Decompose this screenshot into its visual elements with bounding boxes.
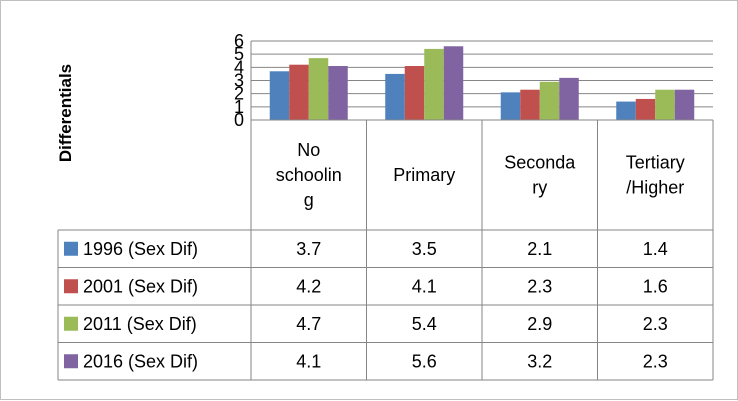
bar (616, 101, 636, 120)
y-axis-label: Differentials (56, 64, 75, 162)
data-label: 1.4 (643, 239, 668, 259)
category-label: /Higher (626, 178, 684, 198)
bar (539, 81, 560, 120)
data-label: 5.4 (412, 314, 437, 334)
data-label: 2.3 (643, 314, 668, 334)
y-tick-label: 3 (234, 71, 244, 91)
y-tick-label: 5 (234, 44, 244, 64)
data-label: 2.3 (527, 276, 552, 296)
bar (655, 89, 675, 120)
legend-key (64, 316, 78, 331)
category-label: Primary (393, 165, 455, 185)
data-label: 2.3 (643, 351, 668, 371)
bar (328, 66, 348, 120)
y-tick-label: 1 (234, 97, 244, 117)
y-tick-label: 4 (234, 57, 244, 77)
bar (443, 46, 464, 121)
bar (289, 64, 309, 120)
legend-label: 2011 (Sex Dif) (83, 314, 197, 334)
y-tick-label: 2 (234, 84, 244, 104)
data-label: 4.1 (296, 351, 321, 371)
data-label: 2.9 (527, 314, 552, 334)
bar (635, 98, 656, 120)
data-label: 3.2 (527, 351, 552, 371)
data-label: 4.2 (296, 276, 321, 296)
category-label: ry (532, 178, 547, 198)
data-label: 1.6 (643, 276, 668, 296)
y-tick-label: 6 (234, 31, 244, 51)
bar (308, 58, 329, 120)
legend-key (64, 354, 78, 369)
data-label: 5.6 (412, 351, 437, 371)
bar (500, 92, 521, 120)
legend-label: 1996 (Sex Dif) (83, 239, 198, 259)
legend-key (64, 241, 78, 256)
bar (520, 89, 540, 120)
category-label: Tertiary (626, 153, 685, 173)
category-label: g (304, 190, 314, 210)
legend-label: 2001 (Sex Dif) (83, 276, 198, 296)
y-tick-label: 0 (234, 110, 244, 130)
bar (559, 77, 579, 120)
bar (385, 73, 405, 120)
bar (424, 48, 444, 120)
data-label: 3.5 (412, 239, 437, 259)
data-label: 4.7 (296, 314, 321, 334)
data-label: 2.1 (527, 239, 552, 259)
bars (269, 46, 695, 121)
legend-key (64, 279, 78, 294)
bar (269, 71, 290, 120)
legend-label: 2016 (Sex Dif) (83, 351, 198, 371)
bar (674, 89, 695, 120)
data-label: 4.1 (412, 276, 437, 296)
data-label: 3.7 (296, 239, 321, 259)
category-label: schoolin (276, 165, 342, 185)
data-table (57, 119, 714, 381)
bar (404, 66, 425, 120)
category-label: No (297, 140, 320, 160)
category-label: Seconda (504, 153, 576, 173)
